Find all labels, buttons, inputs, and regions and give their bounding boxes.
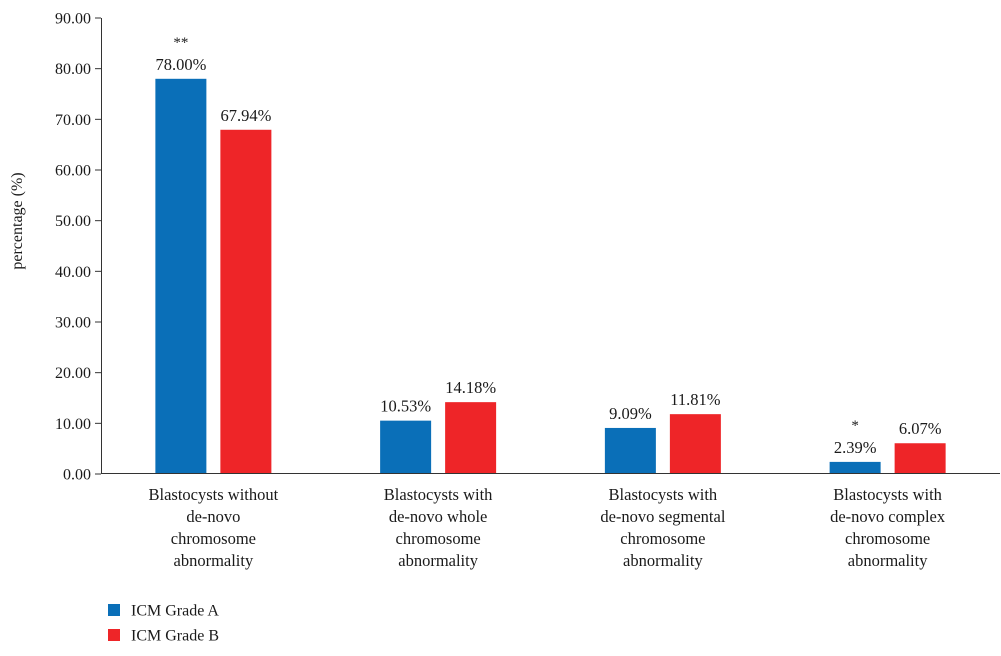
y-tick-label: 80.00 [55, 61, 91, 78]
significance-marker: ** [173, 35, 188, 51]
legend-label: ICM Grade A [131, 603, 219, 620]
bars-group [155, 79, 945, 474]
y-tick-label: 30.00 [55, 315, 91, 332]
y-axis-label: percentage (%) [9, 172, 26, 269]
bar [830, 462, 881, 474]
y-tick-label: 0.00 [63, 467, 91, 484]
y-axis: 0.00 10.00 20.00 30.00 40.00 50.00 60.00 70.00 8… [55, 11, 101, 484]
bar [220, 130, 271, 474]
legend-label: ICM Grade B [131, 628, 219, 645]
legend: ICM Grade A ICM Grade B [108, 603, 219, 645]
x-category-label: Blastocysts with de-novo complex chromosom… [830, 485, 946, 570]
x-category-label: Blastocysts without de-novo chromosome abno… [149, 485, 279, 570]
legend-swatch [108, 604, 120, 616]
data-label: 14.18% [445, 378, 496, 397]
bar [380, 421, 431, 474]
bar [895, 443, 946, 474]
data-label: 67.94% [220, 106, 271, 125]
data-label: 10.53% [380, 397, 431, 416]
bar [605, 428, 656, 474]
data-label: 11.81% [670, 390, 721, 409]
y-tick-label: 60.00 [55, 163, 91, 180]
bar [445, 402, 496, 474]
y-tick-label: 10.00 [55, 416, 91, 433]
y-tick-label: 20.00 [55, 365, 91, 382]
data-label: 6.07% [899, 419, 942, 438]
bar [155, 79, 206, 474]
x-category-label: Blastocysts with de-novo whole chromosome a… [384, 485, 493, 570]
y-tick-label: 70.00 [55, 112, 91, 129]
significance-marker: * [851, 418, 859, 434]
category-labels-group: Blastocysts without de-novo chromosome abno… [149, 485, 946, 570]
x-category-label: Blastocysts with de-novo segmental chromos… [600, 485, 726, 570]
data-labels-group: 78.00% ** 67.94% 10.53% 14.18% 9.09% 11.81% 2.3… [155, 35, 941, 457]
bar [670, 414, 721, 474]
data-label: 2.39% [834, 438, 877, 457]
data-label: 9.09% [609, 404, 652, 423]
y-tick-label: 90.00 [55, 11, 91, 28]
data-label: 78.00% [155, 55, 206, 74]
y-tick-label: 40.00 [55, 264, 91, 281]
legend-swatch [108, 629, 120, 641]
y-tick-label: 50.00 [55, 213, 91, 230]
